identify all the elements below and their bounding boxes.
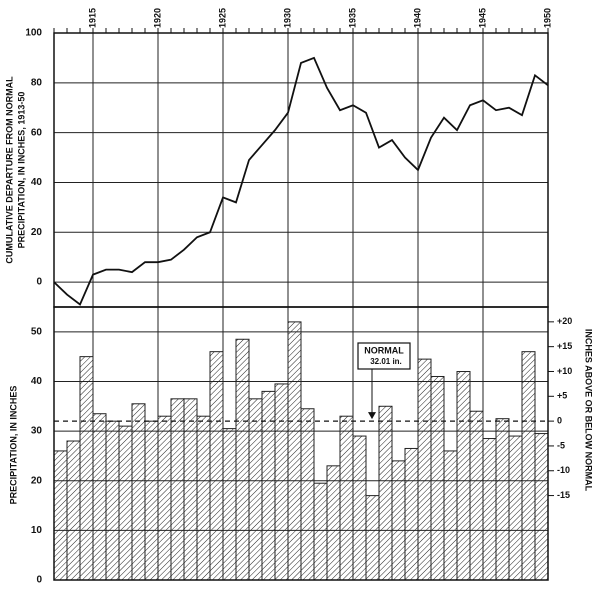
bar <box>430 375 445 581</box>
y2-tick-label: +5 <box>557 391 567 401</box>
x-tick-label: 1925 <box>217 8 227 28</box>
bar <box>209 351 224 581</box>
bar <box>248 398 263 581</box>
y-tick-label: 10 <box>31 525 43 536</box>
bar <box>300 408 315 581</box>
y-tick-label: 30 <box>31 426 43 437</box>
bar <box>443 450 458 581</box>
y2-axis-label: INCHES ABOVE OR BELOW NORMAL <box>584 329 594 492</box>
x-tick-label: 1915 <box>87 8 97 28</box>
y2-tick-label: +15 <box>557 341 572 351</box>
bar <box>235 338 250 581</box>
x-tick-label: 1920 <box>152 8 162 28</box>
bar <box>53 450 68 581</box>
bar <box>417 358 432 581</box>
bar <box>482 438 497 581</box>
y-tick-label: 60 <box>31 127 43 138</box>
x-tick-label: 1940 <box>412 8 422 28</box>
x-tick-label: 1950 <box>542 8 552 28</box>
y-tick-label: 40 <box>31 376 43 387</box>
bar <box>274 383 289 581</box>
annotation: 32.01 in. <box>370 357 402 366</box>
arrow-head <box>368 412 376 420</box>
bar <box>326 465 341 581</box>
y2-tick-label: 0 <box>557 415 562 425</box>
bar <box>66 440 81 581</box>
bar <box>261 390 276 581</box>
bar <box>313 482 328 581</box>
y-tick-label: 80 <box>31 77 43 88</box>
bar <box>352 435 367 581</box>
bar <box>144 420 159 581</box>
y2-tick-label: +10 <box>557 366 572 376</box>
x-tick-label: 1930 <box>282 8 292 28</box>
bar <box>183 398 198 581</box>
plot-frame <box>53 306 549 581</box>
y2-tick-label: -5 <box>557 440 565 450</box>
x-tick-label: 1935 <box>347 8 357 28</box>
y-tick-label: 0 <box>36 575 42 586</box>
bar <box>391 460 406 581</box>
y-tick-label: 20 <box>31 475 43 486</box>
y-tick-label: 40 <box>31 177 43 188</box>
bar <box>157 415 172 581</box>
annotation: NORMAL <box>364 345 404 355</box>
y2-tick-label: -10 <box>557 465 570 475</box>
bar <box>131 403 146 581</box>
bar <box>378 405 393 581</box>
bar <box>79 356 94 581</box>
bar <box>196 415 211 581</box>
y-tick-label: 100 <box>25 28 42 39</box>
bar <box>92 413 107 581</box>
bar <box>534 433 549 581</box>
plot-frame <box>53 32 549 308</box>
bar <box>222 428 237 581</box>
y2-tick-label: -15 <box>557 490 570 500</box>
bar <box>339 415 354 581</box>
x-tick-label: 1945 <box>477 8 487 28</box>
y-tick-label: 0 <box>36 277 42 288</box>
line <box>53 56 549 306</box>
bar <box>495 418 510 581</box>
bar <box>365 495 380 581</box>
annotation-box <box>357 342 411 370</box>
bar <box>287 321 302 581</box>
y-axis-label: PRECIPITATION, IN INCHES, 1913-50 <box>16 92 26 249</box>
y2-tick-label: +20 <box>557 316 572 326</box>
y-axis-label: CUMULATIVE DEPARTURE FROM NORMAL <box>4 76 14 264</box>
bar <box>456 371 471 581</box>
bar <box>118 425 133 581</box>
bar <box>170 398 185 581</box>
bar <box>521 351 536 581</box>
bar <box>508 435 523 581</box>
bar <box>105 420 120 581</box>
bar <box>469 410 484 581</box>
y-axis-label: PRECIPITATION, IN INCHES <box>8 386 18 505</box>
bar <box>404 447 419 581</box>
y-tick-label: 20 <box>31 227 43 238</box>
y-tick-label: 50 <box>31 326 43 337</box>
